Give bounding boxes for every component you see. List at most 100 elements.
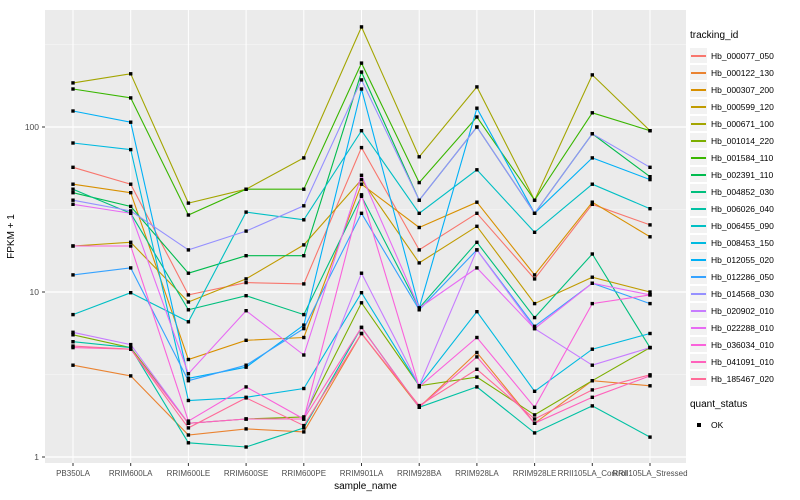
data-point [129, 191, 133, 195]
data-point [129, 209, 133, 213]
data-point [129, 240, 133, 244]
legend-item-Hb_000671_100: Hb_000671_100 [690, 115, 798, 132]
data-point [359, 129, 364, 133]
data-point [359, 325, 364, 330]
data-point [186, 293, 191, 297]
legend-item-Hb_006026_040: Hb_006026_040 [690, 200, 798, 217]
data-point [475, 125, 479, 129]
legend-line-icon [691, 344, 706, 346]
data-point [186, 376, 191, 380]
data-point [417, 155, 421, 159]
data-point [244, 365, 248, 369]
legend-item-label: OK [711, 419, 724, 430]
legend-item-Hb_004852_030: Hb_004852_030 [690, 183, 798, 200]
data-point [532, 326, 537, 331]
data-point [244, 254, 248, 258]
data-point [590, 156, 594, 160]
data-point [648, 165, 652, 169]
data-point [648, 290, 652, 294]
legend-quant-section: quant_status OK [690, 399, 798, 433]
legend-item-label: Hb_006026_040 [711, 203, 774, 214]
data-point [71, 165, 75, 169]
data-point [648, 384, 652, 388]
x-tick-label: RRIM600PE [282, 469, 326, 478]
data-point [302, 423, 306, 428]
data-point [129, 244, 133, 248]
data-point [129, 96, 133, 100]
panel-background [45, 10, 686, 463]
legend-item-Hb_000077_050: Hb_000077_050 [690, 47, 798, 64]
data-point [302, 417, 306, 421]
legend-line-icon [691, 191, 706, 193]
data-point [244, 396, 248, 400]
data-point [71, 363, 75, 367]
legend-item-Hb_022288_010: Hb_022288_010 [690, 319, 798, 336]
legend-key-swatch [690, 167, 707, 182]
data-point [129, 342, 133, 347]
data-point [244, 338, 248, 342]
legend-line-icon [691, 242, 706, 244]
data-point [475, 85, 479, 89]
data-point [302, 282, 306, 286]
data-point [244, 210, 248, 214]
data-point [71, 198, 75, 202]
data-point [590, 182, 594, 186]
data-point [186, 398, 191, 403]
data-point [186, 372, 191, 376]
legend-item-label: Hb_001014_220 [711, 135, 774, 146]
legend-item-Hb_001014_220: Hb_001014_220 [690, 132, 798, 149]
legend-line-icon [691, 140, 706, 142]
legend-item-Hb_008453_150: Hb_008453_150 [690, 234, 798, 251]
data-point [590, 73, 594, 77]
data-point [532, 324, 537, 328]
data-point [71, 141, 75, 145]
legend-key-swatch [690, 48, 707, 63]
data-point [475, 106, 479, 110]
legend-item-label: Hb_014568_030 [711, 288, 774, 299]
data-point [475, 266, 479, 270]
y-tick-label: 100 [25, 122, 39, 132]
data-point [475, 200, 479, 204]
data-point [71, 312, 75, 317]
data-point [532, 277, 537, 281]
legend-item-label: Hb_000671_100 [711, 118, 774, 129]
data-point [648, 373, 652, 377]
legend-line-icon [691, 378, 706, 380]
data-point [186, 357, 191, 362]
legend-line-icon [691, 157, 706, 159]
data-point [532, 389, 537, 393]
legend-item-label: Hb_008453_150 [711, 237, 774, 248]
legend-key-swatch [690, 235, 707, 250]
data-point [475, 310, 479, 314]
data-point [417, 198, 421, 202]
y-tick-label: 10 [30, 287, 40, 297]
legend-item-label: Hb_000599_120 [711, 101, 774, 112]
data-point [648, 345, 652, 350]
legend-item-quant-ok: OK [690, 416, 798, 433]
x-tick-label: RRIM600SE [224, 469, 268, 478]
data-point [71, 273, 75, 277]
legend-key-swatch [690, 417, 707, 432]
data-point [359, 301, 364, 305]
legend-key-swatch [690, 286, 707, 301]
legend-item-label: Hb_000307_200 [711, 84, 774, 95]
legend-line-icon [691, 72, 706, 74]
data-point [186, 248, 191, 252]
legend-title-tracking-id: tracking_id [690, 30, 739, 41]
data-point [475, 335, 479, 340]
legend-item-label: Hb_020902_010 [711, 305, 774, 316]
data-point [359, 87, 364, 91]
data-point [244, 277, 248, 281]
data-point [359, 193, 364, 197]
legend-item-Hb_020902_010: Hb_020902_010 [690, 302, 798, 319]
legend-item-label: Hb_185467_020 [711, 373, 774, 384]
data-point [532, 431, 537, 435]
data-point [186, 300, 191, 304]
data-point [302, 218, 306, 222]
legend-line-icon [691, 55, 706, 57]
data-point [71, 182, 75, 186]
data-point [302, 204, 306, 208]
data-point [244, 187, 248, 191]
legend-key-swatch [690, 269, 707, 284]
